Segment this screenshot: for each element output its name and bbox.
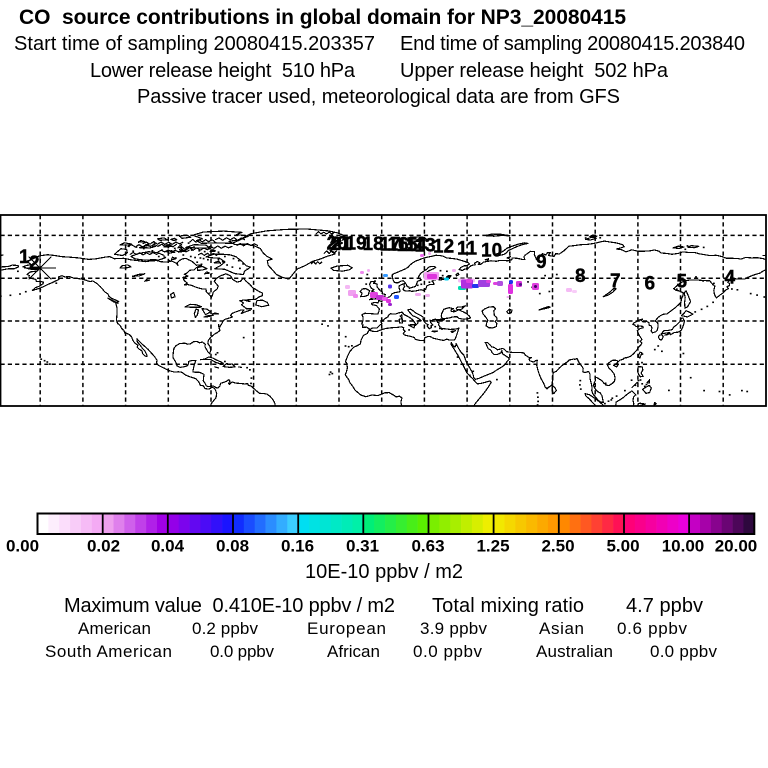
svg-text:Maximum value 0.410E-10 ppbv: Maximum value 0.410E-10 ppbv / m2 <box>64 595 395 617</box>
svg-text:Lower release height 510 hPa: Lower release height 510 hPa <box>90 60 356 82</box>
svg-text:Total mixing ratio: Total mixing ratio <box>432 595 584 617</box>
svg-text:African: African <box>327 642 380 661</box>
svg-text:0.6 ppbv: 0.6 ppbv <box>617 619 688 638</box>
svg-text:3.9 ppbv: 3.9 ppbv <box>420 619 488 638</box>
svg-text:American: American <box>78 619 151 638</box>
svg-text:1.25: 1.25 <box>476 537 509 556</box>
svg-text:0.31: 0.31 <box>346 537 379 556</box>
svg-text:19: 19 <box>346 234 367 255</box>
svg-text:8: 8 <box>575 266 586 287</box>
svg-text:14: 14 <box>406 235 428 256</box>
svg-text:0.02: 0.02 <box>87 537 120 556</box>
svg-text:0.0 ppbv: 0.0 ppbv <box>210 642 275 661</box>
svg-text:European: European <box>307 619 386 638</box>
svg-text:0.0 ppbv: 0.0 ppbv <box>413 642 483 661</box>
svg-text:17: 17 <box>380 235 401 256</box>
svg-text:18: 18 <box>363 234 384 255</box>
svg-text:5: 5 <box>677 272 688 293</box>
svg-text:4.7 ppbv: 4.7 ppbv <box>626 595 703 617</box>
svg-text:6: 6 <box>645 274 656 295</box>
svg-text:20.00: 20.00 <box>715 537 758 556</box>
svg-text:7: 7 <box>610 271 621 292</box>
svg-text:10.00: 10.00 <box>662 537 705 556</box>
svg-text:12: 12 <box>433 237 454 258</box>
svg-text:End time of sampling 20080415.: End time of sampling 20080415.203840 <box>400 33 745 55</box>
svg-text:10: 10 <box>481 241 502 262</box>
svg-text:20: 20 <box>327 234 348 255</box>
svg-text:1: 1 <box>19 247 30 268</box>
svg-text:CO source contributions in gl: CO source contributions in global domain… <box>19 6 626 29</box>
svg-text:0.04: 0.04 <box>151 537 185 556</box>
svg-text:16: 16 <box>388 235 409 256</box>
svg-text:10E-10 ppbv / m2: 10E-10 ppbv / m2 <box>305 561 463 583</box>
svg-text:5.00: 5.00 <box>606 537 639 556</box>
svg-text:0.00: 0.00 <box>6 537 39 556</box>
svg-text:21: 21 <box>331 234 353 255</box>
svg-text:0.16: 0.16 <box>281 537 314 556</box>
svg-text:11: 11 <box>457 239 478 260</box>
svg-text:13: 13 <box>415 236 436 257</box>
svg-text:0.0 ppbv: 0.0 ppbv <box>650 642 718 661</box>
svg-text:9: 9 <box>536 252 547 273</box>
svg-text:4: 4 <box>725 268 736 289</box>
svg-text:Asian: Asian <box>539 619 584 638</box>
svg-text:15: 15 <box>397 235 419 256</box>
svg-text:Passive tracer used, meteorolo: Passive tracer used, meteorological data… <box>137 86 620 108</box>
svg-text:South American: South American <box>45 642 172 661</box>
svg-text:0.63: 0.63 <box>411 537 444 556</box>
svg-text:0.08: 0.08 <box>216 537 249 556</box>
svg-text:0.2 ppbv: 0.2 ppbv <box>192 619 259 638</box>
svg-text:2: 2 <box>29 253 40 274</box>
svg-text:Australian: Australian <box>536 642 613 661</box>
svg-text:2.50: 2.50 <box>541 537 574 556</box>
svg-text:Start time of sampling 2008041: Start time of sampling 20080415.203357 <box>14 33 375 55</box>
svg-text:Upper release height 502 hPa: Upper release height 502 hPa <box>400 60 669 82</box>
